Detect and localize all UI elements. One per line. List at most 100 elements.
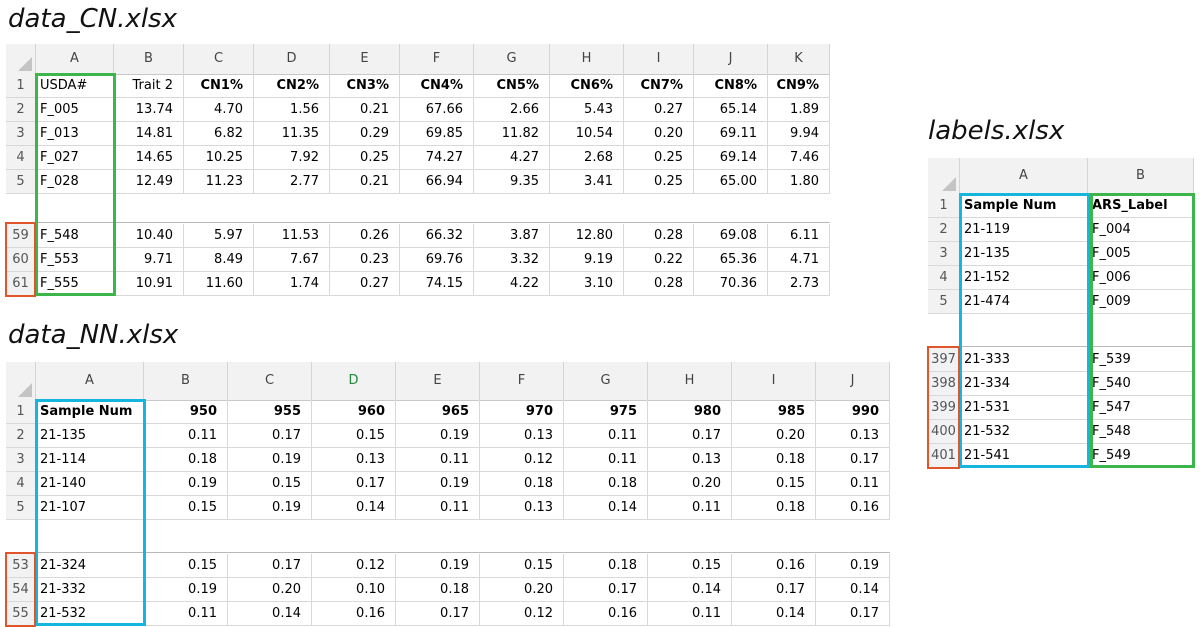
labels-cell-b[interactable]: F_548 (1088, 420, 1194, 443)
nn-cell-f[interactable]: 970 (480, 400, 564, 423)
cn-cell-b[interactable]: 9.71 (114, 248, 184, 271)
nn-cell-d[interactable]: 0.17 (312, 472, 396, 495)
nn-cell-a[interactable]: 21-140 (36, 472, 144, 495)
labels-cell-a[interactable]: 21-531 (960, 396, 1088, 419)
cn-cell-g[interactable]: 4.27 (474, 146, 550, 169)
nn-column-header-c[interactable]: C (228, 362, 312, 400)
nn-cell-c[interactable]: 0.17 (228, 554, 312, 577)
cn-cell-h[interactable]: CN6% (550, 74, 624, 97)
nn-cell-d[interactable]: 0.15 (312, 424, 396, 447)
cn-cell-e[interactable]: 0.25 (330, 146, 400, 169)
nn-cell-i[interactable]: 0.20 (732, 424, 816, 447)
nn-cell-c[interactable]: 0.14 (228, 602, 312, 625)
cn-select-all-corner[interactable] (6, 44, 36, 74)
cn-cell-e[interactable]: CN3% (330, 74, 400, 97)
nn-cell-g[interactable]: 0.11 (564, 424, 648, 447)
nn-cell-f[interactable]: 0.13 (480, 496, 564, 519)
cn-cell-i[interactable]: 0.28 (624, 272, 694, 295)
nn-cell-i[interactable]: 0.18 (732, 448, 816, 471)
cn-column-header-i[interactable]: I (624, 44, 694, 74)
labels-cell-a[interactable]: 21-334 (960, 372, 1088, 395)
nn-cell-g[interactable]: 0.18 (564, 554, 648, 577)
cn-cell-a[interactable]: F_555 (36, 272, 114, 295)
cn-cell-e[interactable]: 0.23 (330, 248, 400, 271)
nn-cell-h[interactable]: 0.14 (648, 578, 732, 601)
labels-cell-b[interactable]: F_006 (1088, 266, 1194, 289)
nn-cell-i[interactable]: 0.15 (732, 472, 816, 495)
nn-cell-g[interactable]: 0.18 (564, 472, 648, 495)
nn-cell-h[interactable]: 0.20 (648, 472, 732, 495)
cn-cell-a[interactable]: F_548 (36, 224, 114, 247)
labels-cell-b[interactable]: ARS_Label (1088, 194, 1194, 217)
labels-cell-a[interactable]: 21-333 (960, 348, 1088, 371)
nn-cell-b[interactable]: 0.15 (144, 554, 228, 577)
cn-cell-j[interactable]: 65.00 (694, 170, 768, 193)
cn-cell-a[interactable]: F_005 (36, 98, 114, 121)
cn-cell-d[interactable]: 7.92 (254, 146, 330, 169)
cn-cell-c[interactable]: CN1% (184, 74, 254, 97)
nn-cell-e[interactable]: 0.19 (396, 554, 480, 577)
cn-cell-i[interactable]: 0.22 (624, 248, 694, 271)
labels-row-number[interactable]: 397 (928, 348, 960, 371)
cn-cell-g[interactable]: 4.22 (474, 272, 550, 295)
nn-cell-d[interactable]: 0.13 (312, 448, 396, 471)
cn-cell-j[interactable]: 65.14 (694, 98, 768, 121)
cn-cell-d[interactable]: 11.35 (254, 122, 330, 145)
cn-cell-j[interactable]: 65.36 (694, 248, 768, 271)
nn-cell-c[interactable]: 955 (228, 400, 312, 423)
cn-column-header-g[interactable]: G (474, 44, 550, 74)
nn-cell-e[interactable]: 0.17 (396, 602, 480, 625)
cn-cell-c[interactable]: 6.82 (184, 122, 254, 145)
nn-cell-h[interactable]: 0.11 (648, 602, 732, 625)
nn-cell-h[interactable]: 0.13 (648, 448, 732, 471)
cn-column-header-h[interactable]: H (550, 44, 624, 74)
nn-cell-c[interactable]: 0.19 (228, 448, 312, 471)
cn-cell-d[interactable]: 7.67 (254, 248, 330, 271)
cn-cell-k[interactable]: CN9% (768, 74, 830, 97)
nn-cell-d[interactable]: 0.10 (312, 578, 396, 601)
cn-cell-b[interactable]: 13.74 (114, 98, 184, 121)
nn-cell-c[interactable]: 0.20 (228, 578, 312, 601)
cn-cell-b[interactable]: Trait 2 (114, 74, 184, 97)
nn-cell-i[interactable]: 0.18 (732, 496, 816, 519)
cn-cell-b[interactable]: 14.81 (114, 122, 184, 145)
cn-cell-h[interactable]: 3.41 (550, 170, 624, 193)
cn-row-number[interactable]: 3 (6, 122, 36, 145)
nn-cell-j[interactable]: 0.17 (816, 602, 890, 625)
cn-row-number[interactable]: 2 (6, 98, 36, 121)
nn-cell-j[interactable]: 0.19 (816, 554, 890, 577)
nn-cell-a[interactable]: Sample Num (36, 400, 144, 423)
nn-column-header-g[interactable]: G (564, 362, 648, 400)
nn-column-header-a[interactable]: A (36, 362, 144, 400)
cn-cell-d[interactable]: 1.56 (254, 98, 330, 121)
cn-cell-f[interactable]: 66.94 (400, 170, 474, 193)
nn-cell-a[interactable]: 21-107 (36, 496, 144, 519)
nn-cell-e[interactable]: 0.11 (396, 496, 480, 519)
cn-cell-e[interactable]: 0.26 (330, 224, 400, 247)
nn-cell-g[interactable]: 975 (564, 400, 648, 423)
cn-cell-j[interactable]: 69.14 (694, 146, 768, 169)
cn-cell-c[interactable]: 5.97 (184, 224, 254, 247)
labels-cell-b[interactable]: F_009 (1088, 290, 1194, 313)
nn-cell-j[interactable]: 990 (816, 400, 890, 423)
cn-cell-h[interactable]: 2.68 (550, 146, 624, 169)
nn-cell-e[interactable]: 0.18 (396, 578, 480, 601)
nn-cell-e[interactable]: 965 (396, 400, 480, 423)
nn-row-number[interactable]: 3 (6, 448, 36, 471)
cn-column-header-j[interactable]: J (694, 44, 768, 74)
cn-cell-k[interactable]: 4.71 (768, 248, 830, 271)
labels-row-number[interactable]: 401 (928, 444, 960, 467)
labels-row-number[interactable]: 398 (928, 372, 960, 395)
nn-column-header-h[interactable]: H (648, 362, 732, 400)
nn-row-number[interactable]: 2 (6, 424, 36, 447)
cn-row-number[interactable]: 4 (6, 146, 36, 169)
labels-row-number[interactable]: 2 (928, 218, 960, 241)
nn-cell-g[interactable]: 0.14 (564, 496, 648, 519)
labels-cell-a[interactable]: Sample Num (960, 194, 1088, 217)
cn-cell-d[interactable]: 11.53 (254, 224, 330, 247)
cn-cell-f[interactable]: CN4% (400, 74, 474, 97)
cn-cell-i[interactable]: 0.20 (624, 122, 694, 145)
cn-cell-j[interactable]: CN8% (694, 74, 768, 97)
labels-cell-a[interactable]: 21-135 (960, 242, 1088, 265)
cn-cell-b[interactable]: 10.40 (114, 224, 184, 247)
